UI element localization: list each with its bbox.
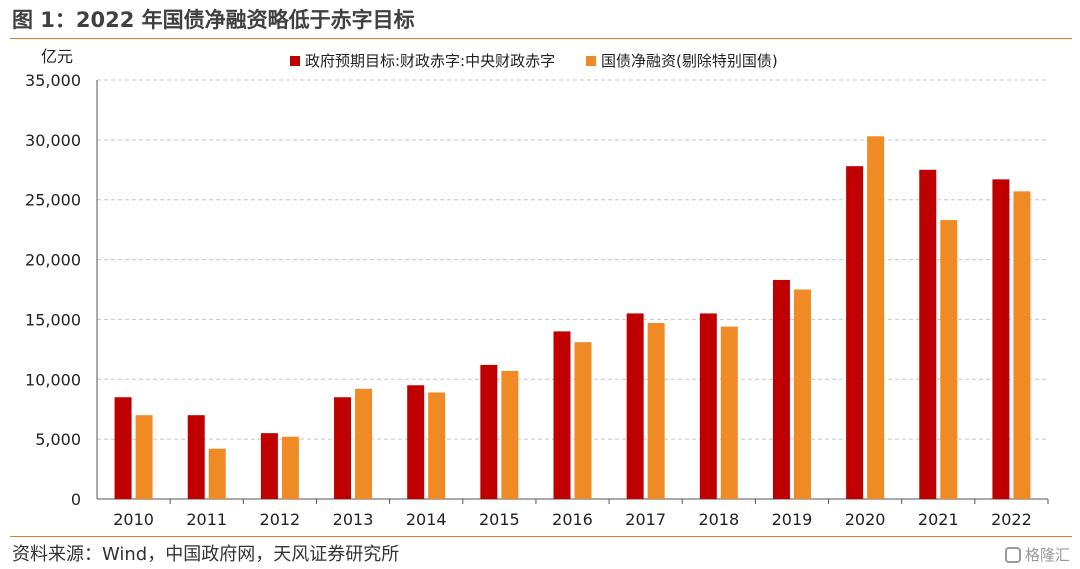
y-tick-label: 0 — [71, 490, 81, 509]
y-tick-label: 25,000 — [25, 191, 81, 210]
y-tick-label: 5,000 — [35, 430, 81, 449]
figure-title: 图 1：2022 年国债净融资略低于赤字目标 — [12, 8, 415, 32]
x-tick-label: 2017 — [625, 510, 666, 529]
y-tick-label: 10,000 — [25, 370, 81, 389]
y-axis-unit-label: 亿元 — [41, 47, 73, 66]
bar-deficit — [480, 364, 498, 499]
x-tick-label: 2011 — [186, 510, 227, 529]
bar-deficit — [407, 385, 425, 499]
bar-net-financing — [574, 342, 592, 499]
x-tick-label: 2022 — [991, 510, 1032, 529]
x-tick-label: 2010 — [113, 510, 154, 529]
bar-net-financing — [793, 289, 811, 499]
bar-chart: 0 5,000 10,000 15,000 20,000 25,000 30,000 35,0… — [25, 47, 1049, 529]
bar-deficit — [992, 179, 1010, 499]
y-tick-label: 20,000 — [25, 251, 81, 270]
x-tick-label: 2015 — [479, 510, 520, 529]
x-tick-label: 2020 — [845, 510, 886, 529]
legend-label: 国债净融资(剔除特别国债) — [601, 52, 778, 70]
bar-net-financing — [1013, 191, 1031, 499]
bar-deficit — [187, 415, 205, 499]
x-tick-label: 2013 — [333, 510, 374, 529]
speech-bubble-icon — [1004, 546, 1021, 563]
bar-deficit — [334, 397, 352, 499]
bottom-rule — [10, 536, 1072, 537]
bar-deficit — [114, 397, 132, 499]
bar-net-financing — [208, 448, 226, 499]
bar-deficit — [772, 279, 790, 499]
x-tick-label: 2012 — [260, 510, 301, 529]
y-tick-label: 15,000 — [25, 310, 81, 329]
bar-deficit — [699, 313, 717, 499]
bar-net-financing — [501, 370, 519, 499]
source-note: 资料来源：Wind，中国政府网，天风证券研究所 — [12, 544, 400, 565]
x-tick-label: 2021 — [918, 510, 959, 529]
bar-net-financing — [281, 436, 299, 499]
watermark: 格隆汇 — [1004, 544, 1070, 565]
bar-net-financing — [940, 220, 958, 499]
legend-swatch — [586, 56, 596, 66]
bar-deficit — [626, 313, 644, 499]
bar-net-financing — [720, 326, 738, 499]
x-tick-label: 2016 — [552, 510, 593, 529]
bar-net-financing — [867, 136, 885, 499]
x-tick-label: 2014 — [406, 510, 447, 529]
y-tick-label: 30,000 — [25, 131, 81, 150]
bar-net-financing — [355, 388, 373, 499]
bar-deficit — [919, 169, 937, 500]
bar-deficit — [260, 433, 278, 499]
bar-net-financing — [135, 415, 153, 499]
legend-swatch — [290, 56, 300, 66]
top-rule — [10, 38, 1072, 39]
bar-net-financing — [647, 323, 665, 499]
x-tick-label: 2019 — [772, 510, 813, 529]
bar-deficit — [553, 331, 571, 499]
bar-net-financing — [428, 392, 446, 499]
bar-deficit — [846, 166, 864, 500]
x-tick-label: 2018 — [698, 510, 739, 529]
watermark-text: 格隆汇 — [1024, 546, 1070, 564]
legend-label: 政府预期目标:财政赤字:中央财政赤字 — [305, 52, 555, 70]
y-tick-label: 35,000 — [25, 71, 81, 90]
